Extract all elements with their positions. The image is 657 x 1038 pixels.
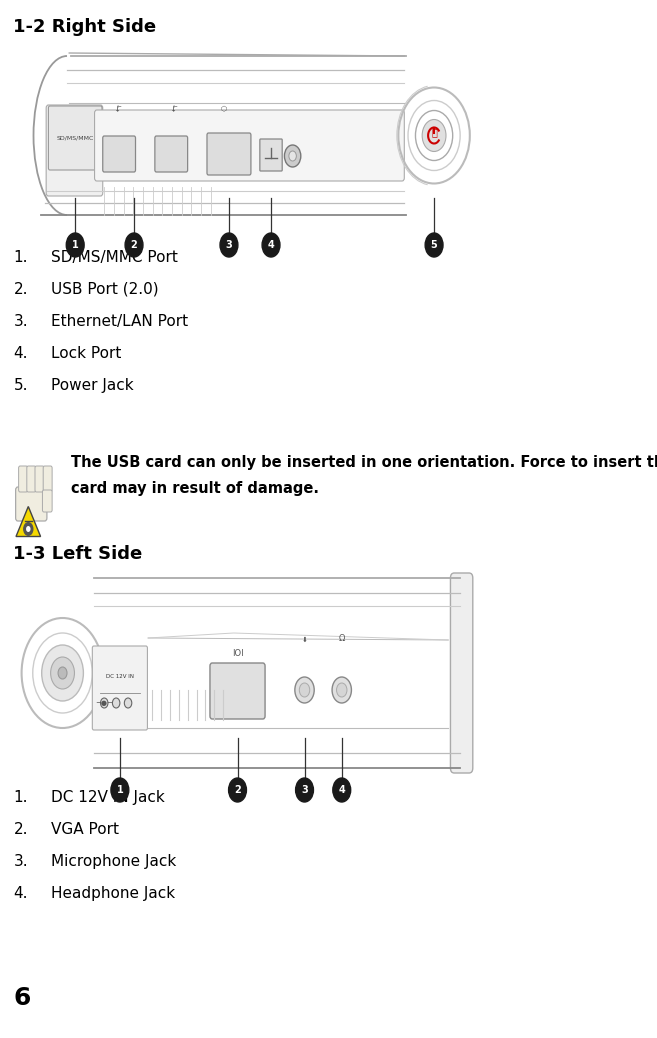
Text: 3: 3: [225, 240, 233, 250]
FancyBboxPatch shape: [93, 646, 147, 730]
FancyBboxPatch shape: [46, 105, 102, 196]
Text: SD/MS/MMC: SD/MS/MMC: [57, 136, 94, 140]
Text: ⬇: ⬇: [302, 637, 307, 643]
Text: 1: 1: [72, 240, 79, 250]
Text: card may in result of damage.: card may in result of damage.: [71, 481, 319, 496]
Text: 4.: 4.: [13, 346, 28, 361]
Text: Lock Port: Lock Port: [51, 346, 121, 361]
Text: 2: 2: [131, 240, 137, 250]
Text: ←: ←: [116, 105, 122, 111]
Text: ←: ←: [173, 103, 177, 108]
Circle shape: [295, 677, 314, 703]
FancyBboxPatch shape: [451, 573, 473, 773]
FancyBboxPatch shape: [95, 110, 404, 181]
Text: Ethernet/LAN Port: Ethernet/LAN Port: [51, 315, 188, 329]
Text: DC 12V IN Jack: DC 12V IN Jack: [51, 790, 164, 805]
Text: 3.: 3.: [13, 854, 28, 869]
Circle shape: [124, 698, 132, 708]
Circle shape: [51, 657, 74, 689]
Text: 4: 4: [338, 785, 345, 795]
Text: ΙΟΙ: ΙΟΙ: [232, 649, 243, 658]
Circle shape: [422, 119, 446, 152]
Circle shape: [425, 233, 443, 257]
FancyBboxPatch shape: [155, 136, 188, 172]
Text: USB Port (2.0): USB Port (2.0): [51, 282, 158, 297]
Text: Headphone Jack: Headphone Jack: [51, 886, 175, 901]
Text: 1.: 1.: [13, 250, 28, 265]
Circle shape: [336, 683, 347, 696]
Circle shape: [101, 698, 108, 708]
Circle shape: [296, 778, 313, 802]
FancyBboxPatch shape: [43, 490, 52, 512]
Circle shape: [112, 698, 120, 708]
Circle shape: [41, 645, 83, 701]
FancyBboxPatch shape: [210, 663, 265, 719]
Text: −●−: −●−: [95, 700, 113, 706]
Text: Ω: Ω: [338, 634, 345, 643]
Circle shape: [23, 522, 34, 536]
Circle shape: [289, 151, 296, 161]
FancyBboxPatch shape: [102, 136, 135, 172]
Text: Ⓟ: Ⓟ: [431, 128, 437, 137]
Circle shape: [58, 667, 67, 679]
Text: 1.: 1.: [13, 790, 28, 805]
Text: ←: ←: [172, 105, 178, 111]
FancyBboxPatch shape: [207, 133, 251, 175]
Text: 6: 6: [13, 986, 31, 1010]
Text: ⬡: ⬡: [220, 105, 227, 111]
Circle shape: [300, 683, 309, 696]
FancyBboxPatch shape: [43, 466, 52, 492]
FancyBboxPatch shape: [49, 106, 102, 170]
Text: 1-2 Right Side: 1-2 Right Side: [13, 18, 156, 36]
FancyBboxPatch shape: [35, 466, 44, 492]
Text: 3.: 3.: [13, 315, 28, 329]
Text: VGA Port: VGA Port: [51, 822, 119, 837]
Polygon shape: [16, 507, 41, 537]
Text: 4.: 4.: [13, 886, 28, 901]
Circle shape: [111, 778, 129, 802]
Text: DC 12V IN: DC 12V IN: [106, 674, 134, 679]
FancyBboxPatch shape: [260, 139, 283, 171]
FancyBboxPatch shape: [27, 466, 35, 492]
Circle shape: [229, 778, 246, 802]
Text: 1-3 Left Side: 1-3 Left Side: [13, 545, 143, 563]
Text: ←: ←: [117, 103, 122, 108]
Circle shape: [66, 233, 84, 257]
Text: Power Jack: Power Jack: [51, 378, 133, 393]
Text: The USB card can only be inserted in one orientation. Force to insert the: The USB card can only be inserted in one…: [71, 455, 657, 470]
Text: 1: 1: [116, 785, 124, 795]
Text: 5: 5: [431, 240, 438, 250]
Circle shape: [26, 526, 30, 532]
FancyBboxPatch shape: [18, 466, 28, 492]
Circle shape: [262, 233, 280, 257]
Circle shape: [333, 778, 351, 802]
Text: SD/MS/MMC Port: SD/MS/MMC Port: [51, 250, 177, 265]
Text: Microphone Jack: Microphone Jack: [51, 854, 176, 869]
Text: 3: 3: [301, 785, 308, 795]
Text: 2.: 2.: [13, 282, 28, 297]
Text: 2: 2: [234, 785, 241, 795]
Text: 2.: 2.: [13, 822, 28, 837]
Circle shape: [125, 233, 143, 257]
Text: 4: 4: [267, 240, 275, 250]
Circle shape: [220, 233, 238, 257]
FancyBboxPatch shape: [16, 487, 47, 521]
Text: 5.: 5.: [13, 378, 28, 393]
Circle shape: [284, 145, 301, 167]
Circle shape: [332, 677, 351, 703]
